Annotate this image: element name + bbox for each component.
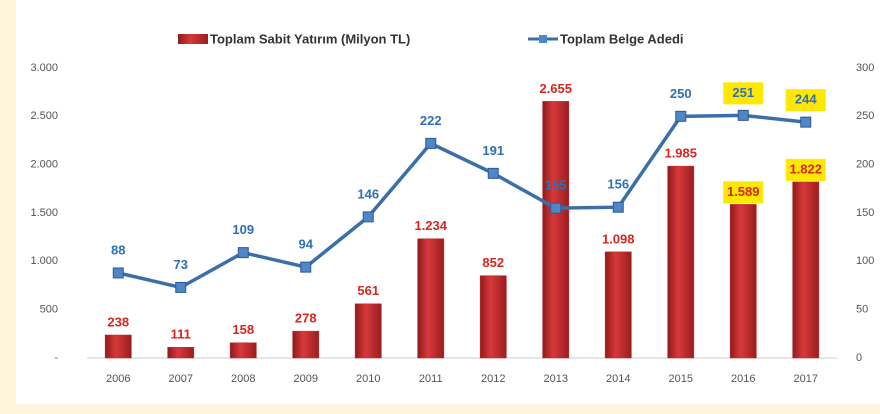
bar xyxy=(417,238,445,359)
point xyxy=(300,261,312,273)
data-label: 191 xyxy=(482,143,504,158)
bar xyxy=(479,275,507,359)
y-tick-label: 1.500 xyxy=(30,207,58,219)
data-label: 111 xyxy=(171,327,191,342)
x-tick-label: 2015 xyxy=(669,373,693,385)
legend-swatch xyxy=(178,34,208,44)
data-label: 561 xyxy=(357,283,379,298)
data-label: 278 xyxy=(295,311,317,326)
x-tick-label: 2010 xyxy=(356,373,380,385)
data-label: 156 xyxy=(607,177,629,192)
bar xyxy=(542,101,570,359)
y2-tick-label: 200 xyxy=(856,159,874,171)
data-label: 852 xyxy=(482,255,504,270)
y2-tick-label: 100 xyxy=(856,255,874,267)
point xyxy=(550,202,562,214)
data-label: 1.822 xyxy=(789,161,822,176)
data-label: 146 xyxy=(357,186,379,201)
bar xyxy=(167,347,195,359)
x-tick-label: 2008 xyxy=(231,373,255,385)
point xyxy=(675,110,687,122)
data-label: 109 xyxy=(232,222,254,237)
x-tick-label: 2014 xyxy=(606,373,630,385)
data-label: 251 xyxy=(732,85,754,100)
data-label: 2.655 xyxy=(539,81,572,96)
y-tick-label: 2.000 xyxy=(30,159,58,171)
bar xyxy=(354,303,382,359)
data-label: 1.234 xyxy=(414,218,447,233)
data-label: 238 xyxy=(107,314,129,329)
y-tick-label: 1.000 xyxy=(30,255,58,267)
data-label: 158 xyxy=(232,322,254,337)
line xyxy=(117,113,806,290)
point xyxy=(425,137,437,149)
legend-label: Toplam Sabit Yatırım (Milyon TL) xyxy=(210,31,410,46)
data-label: 73 xyxy=(174,257,188,272)
point xyxy=(175,281,187,293)
label-highlight xyxy=(723,181,764,204)
point xyxy=(237,247,249,259)
data-label: 1.985 xyxy=(664,146,697,161)
legend-label: Toplam Belge Adedi xyxy=(560,31,684,46)
point xyxy=(612,201,624,213)
x-tick-label: 2007 xyxy=(169,373,193,385)
y-tick-label: 500 xyxy=(40,304,58,316)
bar xyxy=(229,342,257,359)
x-tick-label: 2006 xyxy=(106,373,130,385)
point xyxy=(487,167,499,179)
y-tick-label: 2.500 xyxy=(30,110,58,122)
point xyxy=(362,211,374,223)
data-label: 1.098 xyxy=(602,231,635,246)
data-label: 244 xyxy=(795,92,817,107)
label-highlight xyxy=(785,158,826,181)
y2-tick-label: 0 xyxy=(856,352,862,364)
y2-tick-label: 50 xyxy=(856,304,868,316)
bar xyxy=(729,204,757,359)
bar xyxy=(104,334,132,359)
x-tick-label: 2013 xyxy=(544,373,568,385)
y2-tick-label: 150 xyxy=(856,207,874,219)
point xyxy=(800,116,812,128)
data-label: 88 xyxy=(111,242,125,257)
x-tick-label: 2011 xyxy=(419,373,443,385)
x-tick-label: 2016 xyxy=(731,373,755,385)
label-highlight xyxy=(723,82,764,105)
data-label: 250 xyxy=(670,86,692,101)
y2-tick-label: 250 xyxy=(856,110,874,122)
data-label: 155 xyxy=(545,178,567,193)
bar xyxy=(604,251,632,359)
legend-swatch xyxy=(539,35,547,43)
data-label: 1.589 xyxy=(727,184,760,199)
bar xyxy=(292,330,320,359)
y-tick-label: 3.000 xyxy=(30,62,58,74)
label-highlight xyxy=(785,89,826,112)
y2-tick-label: 300 xyxy=(856,62,874,74)
point xyxy=(737,109,749,121)
data-label: 94 xyxy=(299,237,314,252)
point xyxy=(112,267,124,279)
y-tick-label: - xyxy=(54,352,58,364)
data-label: 222 xyxy=(420,113,442,128)
bar xyxy=(667,165,695,359)
bar xyxy=(792,181,820,359)
x-tick-label: 2012 xyxy=(481,373,505,385)
x-tick-label: 2009 xyxy=(294,373,318,385)
x-tick-label: 2017 xyxy=(794,373,818,385)
